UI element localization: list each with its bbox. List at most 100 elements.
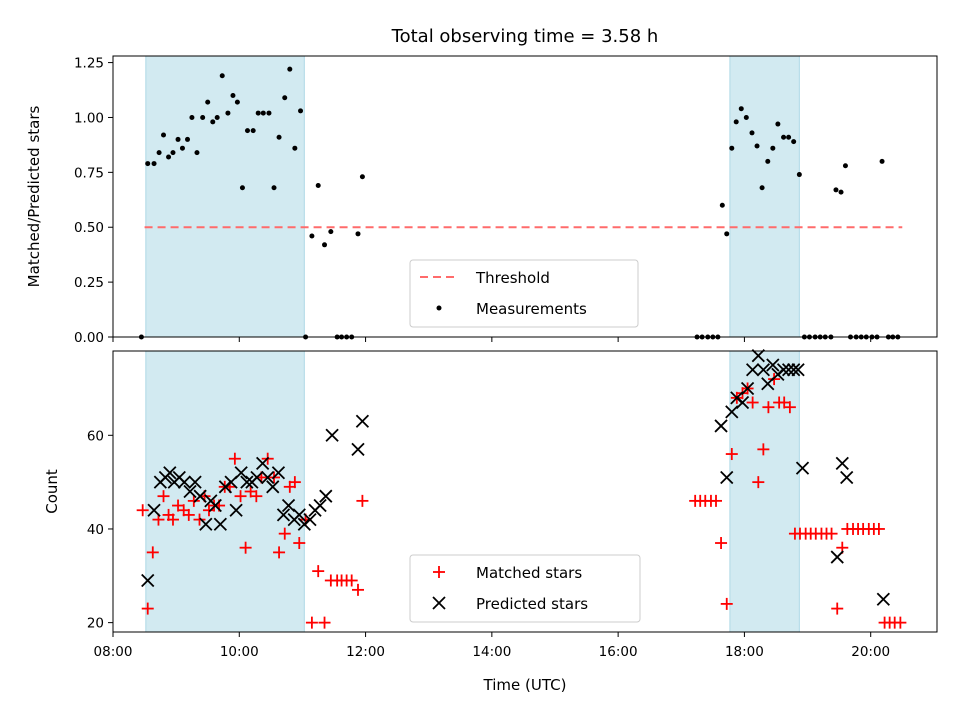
measurement-point bbox=[355, 231, 361, 237]
measurement-point bbox=[724, 231, 730, 237]
matched-star-point bbox=[312, 565, 325, 578]
predicted-star-point bbox=[313, 498, 327, 513]
top-y-tick-label: 0.25 bbox=[74, 275, 104, 291]
measurement-point bbox=[729, 145, 735, 151]
matched-star-point bbox=[136, 504, 149, 517]
predicted-star-point bbox=[781, 363, 796, 377]
measurement-point bbox=[225, 110, 231, 116]
predicted-star-point bbox=[213, 517, 227, 531]
predicted-star-point bbox=[830, 550, 844, 564]
matched-star-point bbox=[288, 476, 301, 489]
bottom-x-tick-label: 16:00 bbox=[599, 644, 638, 660]
matched-star-point bbox=[318, 616, 331, 629]
measurement-point bbox=[271, 185, 277, 191]
measurement-point bbox=[786, 134, 792, 140]
predicted-star-point bbox=[281, 498, 296, 513]
matched-star-point bbox=[182, 508, 195, 521]
predicted-star-point bbox=[835, 456, 849, 471]
predicted-star-point bbox=[751, 349, 765, 363]
bottom-y-axis-ticks: 20 40 60 bbox=[87, 428, 113, 632]
predicted-star-point bbox=[303, 512, 317, 527]
measurement-point bbox=[791, 139, 797, 145]
top-x-axis-ticks bbox=[112, 337, 872, 342]
predicted-star-point bbox=[876, 592, 890, 606]
matched-star-point bbox=[762, 401, 775, 414]
measurement-point bbox=[842, 163, 848, 169]
bottom-y-tick-label: 60 bbox=[87, 428, 104, 444]
matched-star-point bbox=[278, 527, 291, 540]
top-observing-windows bbox=[145, 55, 800, 338]
matched-star-point bbox=[831, 602, 844, 615]
top-y-axis-label: Matched/Predicted stars bbox=[25, 106, 43, 288]
bottom-x-tick-label: 14:00 bbox=[472, 644, 511, 660]
predicted-star-point bbox=[292, 508, 306, 522]
measurement-point bbox=[200, 114, 206, 120]
legend-measurements-label: Measurements bbox=[476, 300, 587, 318]
predicted-star-point bbox=[791, 363, 805, 377]
legend-measurements-swatch bbox=[436, 305, 442, 311]
measurement-point bbox=[239, 185, 245, 191]
bottom-legend-box bbox=[409, 554, 641, 623]
top-observing-window bbox=[145, 55, 305, 338]
measurement-point bbox=[754, 143, 760, 149]
top-chart-title: Total observing time = 3.58 h bbox=[391, 26, 659, 47]
measurement-point bbox=[743, 114, 749, 120]
matched-star-point bbox=[166, 513, 179, 526]
measurement-point bbox=[838, 189, 844, 195]
measurement-point bbox=[309, 233, 315, 239]
bottom-legend: Matched stars Predicted stars bbox=[409, 554, 641, 623]
top-y-tick-label: 0.00 bbox=[74, 330, 104, 346]
bottom-x-tick-label: 20:00 bbox=[851, 644, 890, 660]
bottom-count-points bbox=[136, 349, 907, 629]
matched-star-point bbox=[894, 616, 907, 629]
measurement-point bbox=[759, 185, 765, 191]
measurement-point bbox=[244, 128, 250, 134]
measurement-point bbox=[749, 130, 755, 136]
top-observing-window bbox=[729, 55, 800, 338]
measurement-point bbox=[322, 242, 328, 248]
top-legend-box bbox=[409, 259, 639, 328]
top-y-tick-label: 0.75 bbox=[74, 165, 104, 181]
predicted-star-point bbox=[740, 381, 755, 396]
bottom-x-tick-label: 08:00 bbox=[94, 644, 133, 660]
measurement-point bbox=[260, 110, 266, 116]
measurement-point bbox=[151, 161, 157, 167]
matched-star-point bbox=[725, 448, 738, 461]
predicted-star-point bbox=[141, 573, 155, 588]
bottom-x-tick-label: 12:00 bbox=[346, 644, 385, 660]
measurement-point bbox=[161, 132, 167, 138]
bottom-x-axis-label: Time (UTC) bbox=[483, 676, 567, 694]
measurement-point bbox=[156, 150, 162, 156]
measurement-point bbox=[189, 114, 195, 120]
measurement-point bbox=[230, 93, 236, 99]
legend-matched-swatch bbox=[433, 566, 445, 578]
predicted-star-point bbox=[351, 442, 365, 456]
predicted-star-point bbox=[795, 461, 810, 475]
predicted-star-point bbox=[193, 489, 207, 503]
measurement-point bbox=[282, 95, 288, 101]
measurement-point bbox=[175, 136, 181, 142]
top-y-tick-label: 0.50 bbox=[74, 220, 104, 236]
matched-star-point bbox=[193, 513, 206, 526]
matched-star-point bbox=[141, 602, 154, 615]
measurement-point bbox=[781, 134, 787, 140]
matched-star-point bbox=[250, 490, 263, 503]
predicted-star-point bbox=[766, 358, 780, 372]
measurement-point bbox=[287, 66, 293, 72]
measurement-point bbox=[210, 119, 216, 125]
predicted-star-point bbox=[261, 470, 275, 485]
matched-star-point bbox=[783, 401, 796, 414]
predicted-star-point bbox=[240, 475, 254, 489]
measurement-point bbox=[179, 145, 185, 151]
predicted-star-point bbox=[188, 475, 202, 489]
matched-star-point bbox=[239, 541, 252, 554]
top-plot-frame bbox=[112, 55, 938, 338]
matched-star-point bbox=[146, 546, 159, 559]
matched-star-point bbox=[228, 452, 241, 465]
matched-star-point bbox=[715, 537, 728, 550]
matched-star-point bbox=[752, 476, 765, 489]
measurement-point bbox=[796, 172, 802, 178]
predicted-star-point bbox=[177, 475, 191, 489]
predicted-star-point bbox=[776, 363, 791, 377]
